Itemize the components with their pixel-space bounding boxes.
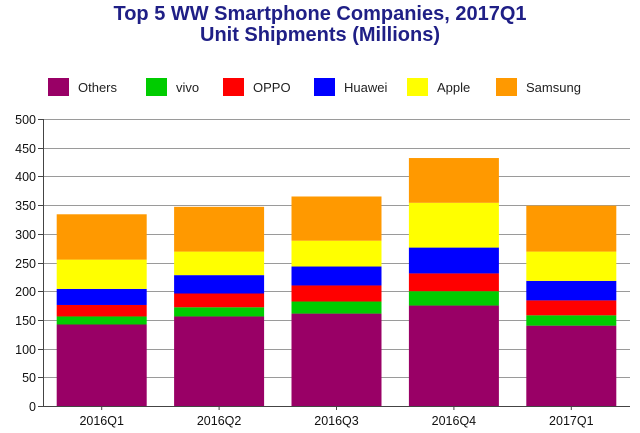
bar-oppo-2016q3 xyxy=(291,285,382,302)
x-tick-label: 2016Q4 xyxy=(432,414,477,428)
bar-oppo-2016q4 xyxy=(408,273,499,292)
y-tick-label: 350 xyxy=(15,199,36,213)
bar-vivo-2017q1 xyxy=(526,315,617,326)
legend-label: OPPO xyxy=(253,79,291,95)
bar-others-2016q1 xyxy=(56,324,147,406)
x-tick-label: 2017Q1 xyxy=(549,414,594,428)
legend-swatch xyxy=(48,78,69,96)
chart-legend: Others vivo OPPO Huawei Apple Samsung xyxy=(48,76,638,98)
bar-samsung-2016q1 xyxy=(56,214,147,260)
legend-swatch xyxy=(407,78,428,96)
legend-swatch xyxy=(223,78,244,96)
chart-title-line-2: Unit Shipments (Millions) xyxy=(200,24,440,46)
legend-item-vivo: vivo xyxy=(146,76,199,98)
legend-label: vivo xyxy=(176,79,200,95)
bar-others-2016q3 xyxy=(291,313,382,406)
bar-huawei-2016q2 xyxy=(174,275,265,294)
bar-others-2016q2 xyxy=(174,316,265,406)
bar-apple-2016q3 xyxy=(291,240,382,267)
bar-huawei-2016q1 xyxy=(56,288,147,305)
x-tick-label: 2016Q2 xyxy=(197,414,242,428)
y-tick-label: 400 xyxy=(15,170,36,184)
y-tick-label: 300 xyxy=(15,228,36,242)
legend-item-apple: Apple xyxy=(407,76,470,98)
y-tick-label: 200 xyxy=(15,285,36,299)
legend-label: Apple xyxy=(437,79,471,95)
bar-samsung-2016q3 xyxy=(291,196,382,241)
bar-others-2016q4 xyxy=(408,305,499,406)
legend-swatch xyxy=(314,78,335,96)
bar-oppo-2017q1 xyxy=(526,300,617,316)
bar-others-2017q1 xyxy=(526,325,617,406)
legend-item-others: Others xyxy=(48,76,117,98)
bar-apple-2016q4 xyxy=(408,202,499,248)
legend-label: Huawei xyxy=(344,79,388,95)
bar-huawei-2016q4 xyxy=(408,247,499,274)
legend-swatch xyxy=(146,78,167,96)
bar-oppo-2016q1 xyxy=(56,304,147,317)
legend-item-huawei: Huawei xyxy=(314,76,387,98)
bar-samsung-2017q1 xyxy=(526,205,617,252)
bar-apple-2017q1 xyxy=(526,251,617,281)
y-tick-label: 500 xyxy=(15,113,36,127)
bar-vivo-2016q1 xyxy=(56,316,147,325)
legend-item-oppo: OPPO xyxy=(223,76,291,98)
bar-oppo-2016q2 xyxy=(174,293,265,308)
y-tick-label: 450 xyxy=(15,142,36,156)
y-tick-label: 250 xyxy=(15,257,36,271)
bar-huawei-2017q1 xyxy=(526,280,617,301)
legend-label: Samsung xyxy=(526,79,581,95)
legend-label: Others xyxy=(78,79,118,95)
y-tick-label: 50 xyxy=(22,371,36,385)
y-tick-label: 100 xyxy=(15,343,36,357)
bar-huawei-2016q3 xyxy=(291,266,382,286)
x-tick-label: 2016Q3 xyxy=(314,414,359,428)
legend-item-samsung: Samsung xyxy=(496,76,581,98)
x-tick-label: 2016Q1 xyxy=(79,414,124,428)
bar-samsung-2016q2 xyxy=(174,206,265,252)
bar-vivo-2016q4 xyxy=(408,291,499,306)
legend-swatch xyxy=(496,78,517,96)
bar-vivo-2016q2 xyxy=(174,307,265,317)
bar-vivo-2016q3 xyxy=(291,301,382,314)
chart-title-line-1: Top 5 WW Smartphone Companies, 2017Q1 xyxy=(113,3,527,25)
y-tick-label: 0 xyxy=(29,400,36,414)
bar-apple-2016q2 xyxy=(174,251,265,276)
bar-apple-2016q1 xyxy=(56,259,147,289)
y-tick-label: 150 xyxy=(15,314,36,328)
chart-title: Top 5 WW Smartphone Companies, 2017Q1 Un… xyxy=(0,4,640,46)
bar-samsung-2016q4 xyxy=(408,158,499,203)
